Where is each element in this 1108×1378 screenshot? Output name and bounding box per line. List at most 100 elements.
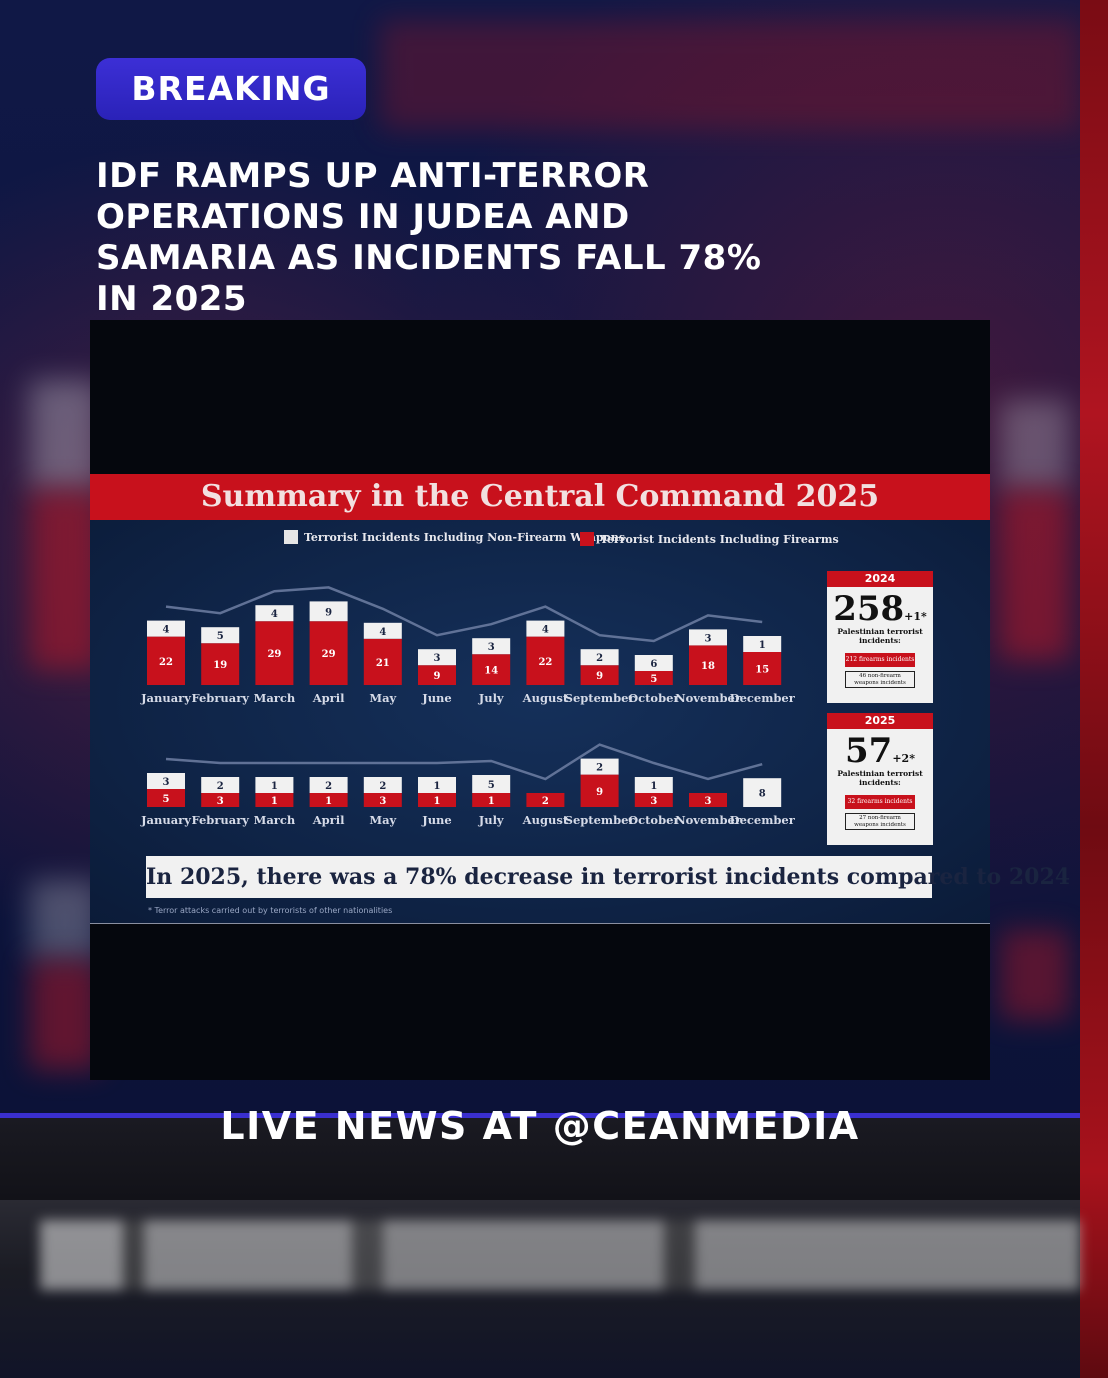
bar-value-non-firearm: 2 <box>596 763 603 774</box>
right-edge-accent <box>1080 0 1108 1378</box>
footnote: * Terror attacks carried out by terroris… <box>148 906 393 915</box>
summary-box-2024: 2024 258+1* Palestinian terrorist incide… <box>827 571 933 703</box>
bar-firearm <box>634 793 673 807</box>
bar-value-non-firearm: 4 <box>163 625 170 636</box>
summary-box-2025: 2025 57+2* Palestinian terrorist inciden… <box>827 713 933 845</box>
bar-firearm <box>472 654 511 685</box>
bar-value-firearm: 9 <box>596 787 603 798</box>
bar-value-firearm: 29 <box>267 649 281 660</box>
bar-value-non-firearm: 2 <box>325 781 332 792</box>
chart-panel: Summary in the Central Command 2025 Terr… <box>90 474 1070 924</box>
divider <box>90 923 990 924</box>
month-label: July <box>478 813 504 827</box>
bar-value-firearm: 2 <box>542 796 549 807</box>
month-label: January <box>140 813 191 827</box>
month-label: August <box>522 813 569 827</box>
bar-value-non-firearm: 3 <box>163 777 170 788</box>
month-label: November <box>675 691 742 705</box>
summary-caption: Palestinian terrorist incidents: <box>827 769 933 787</box>
conclusion-banner: In 2025, there was a 78% decrease in ter… <box>146 856 1070 898</box>
bar-value-firearm: 1 <box>271 796 278 807</box>
bar-firearm <box>255 793 294 807</box>
bar-firearm <box>689 793 727 807</box>
month-label: October <box>628 813 680 827</box>
summary-caption-line: incidents: <box>859 636 901 645</box>
bar-non-firearm <box>472 638 511 655</box>
summary-total: 57+2* <box>827 731 933 771</box>
legend-swatch <box>284 530 298 544</box>
bar-non-firearm <box>689 629 727 646</box>
bar-value-non-firearm: 2 <box>379 781 386 792</box>
month-label: May <box>369 813 396 827</box>
bar-value-non-firearm: 5 <box>217 631 224 642</box>
month-label: September <box>565 813 636 827</box>
bar-value-firearm: 14 <box>484 666 498 677</box>
bar-value-non-firearm: 9 <box>325 607 332 618</box>
bar-value-firearm: 3 <box>217 796 224 807</box>
bar-value-non-firearm: 4 <box>542 625 549 636</box>
summary-nonfirearm-line: 27 non-firearm <box>859 815 901 821</box>
bar-non-firearm <box>363 777 402 793</box>
bar-value-firearm: 22 <box>159 657 173 668</box>
bar-non-firearm <box>147 620 185 637</box>
bar-non-firearm <box>743 778 782 807</box>
bar-non-firearm <box>201 777 240 793</box>
bar-firearm <box>147 789 185 807</box>
bar-value-firearm: 3 <box>650 796 657 807</box>
breaking-badge: BREAKING <box>96 58 366 120</box>
footer-text: LIVE NEWS AT @CEANMEDIA <box>220 1104 860 1148</box>
bar-value-firearm: 1 <box>434 796 441 807</box>
bar-non-firearm <box>580 758 619 775</box>
bar-value-non-firearm: 3 <box>434 653 441 664</box>
month-label: January <box>140 691 191 705</box>
bar-value-non-firearm: 4 <box>379 627 386 638</box>
bar-value-firearm: 19 <box>213 660 227 671</box>
bar-firearm <box>418 793 456 807</box>
bar-firearm <box>309 793 348 807</box>
summary-caption-line: Palestinian terrorist <box>837 769 923 778</box>
bar-value-non-firearm: 1 <box>271 781 278 792</box>
bar-non-firearm <box>363 622 402 639</box>
month-label: April <box>312 813 345 827</box>
bar-firearm <box>580 774 619 807</box>
bar-value-firearm: 1 <box>488 796 495 807</box>
summary-nonfirearm-line: weapons incidents <box>854 679 906 686</box>
bar-non-firearm <box>418 649 456 666</box>
trend-line <box>165 743 763 781</box>
bar-firearm <box>309 621 348 685</box>
bar-value-firearm: 5 <box>650 674 657 685</box>
footer-strip <box>0 1118 1080 1200</box>
bar-value-non-firearm: 6 <box>650 659 657 670</box>
bar-firearm <box>634 671 673 685</box>
summary-firearm-count: 32 firearms incidents <box>845 795 915 809</box>
bar-value-firearm: 29 <box>322 649 336 660</box>
bar-firearm <box>580 665 619 685</box>
bar-non-firearm <box>634 655 673 671</box>
trend-line <box>165 586 763 643</box>
bar-value-firearm: 1 <box>325 796 332 807</box>
bar-firearm <box>472 793 511 807</box>
headline: IDF RAMPS UP ANTI-TERROR OPERATIONS IN J… <box>96 156 816 320</box>
summary-year: 2024 <box>827 571 933 587</box>
legend-item-non-firearm: Terrorist Incidents Including Non-Firear… <box>284 530 625 544</box>
bar-non-firearm <box>309 777 348 793</box>
bar-value-firearm: 22 <box>538 657 552 668</box>
bar-firearm <box>363 638 402 685</box>
legend-label: Terrorist Incidents Including Firearms <box>600 533 839 546</box>
bar-chart: 224January195February294March299April214… <box>140 586 796 827</box>
bar-non-firearm <box>743 636 782 652</box>
bar-value-firearm: 18 <box>701 661 715 672</box>
summary-caption-line: Palestinian terrorist <box>837 627 923 636</box>
blurred-ticker <box>0 1200 1080 1378</box>
bar-firearm <box>689 645 727 685</box>
footer-accent-line <box>0 1113 1080 1118</box>
month-label: February <box>191 691 249 705</box>
month-label: August <box>522 691 569 705</box>
headline-line: IN 2025 <box>96 279 248 319</box>
bar-non-firearm <box>147 773 185 789</box>
bar-non-firearm <box>418 777 456 793</box>
headline-line: OPERATIONS IN JUDEA AND <box>96 197 630 237</box>
bar-value-firearm: 5 <box>163 794 170 805</box>
bar-non-firearm <box>526 620 565 637</box>
bar-value-firearm: 15 <box>755 665 769 676</box>
